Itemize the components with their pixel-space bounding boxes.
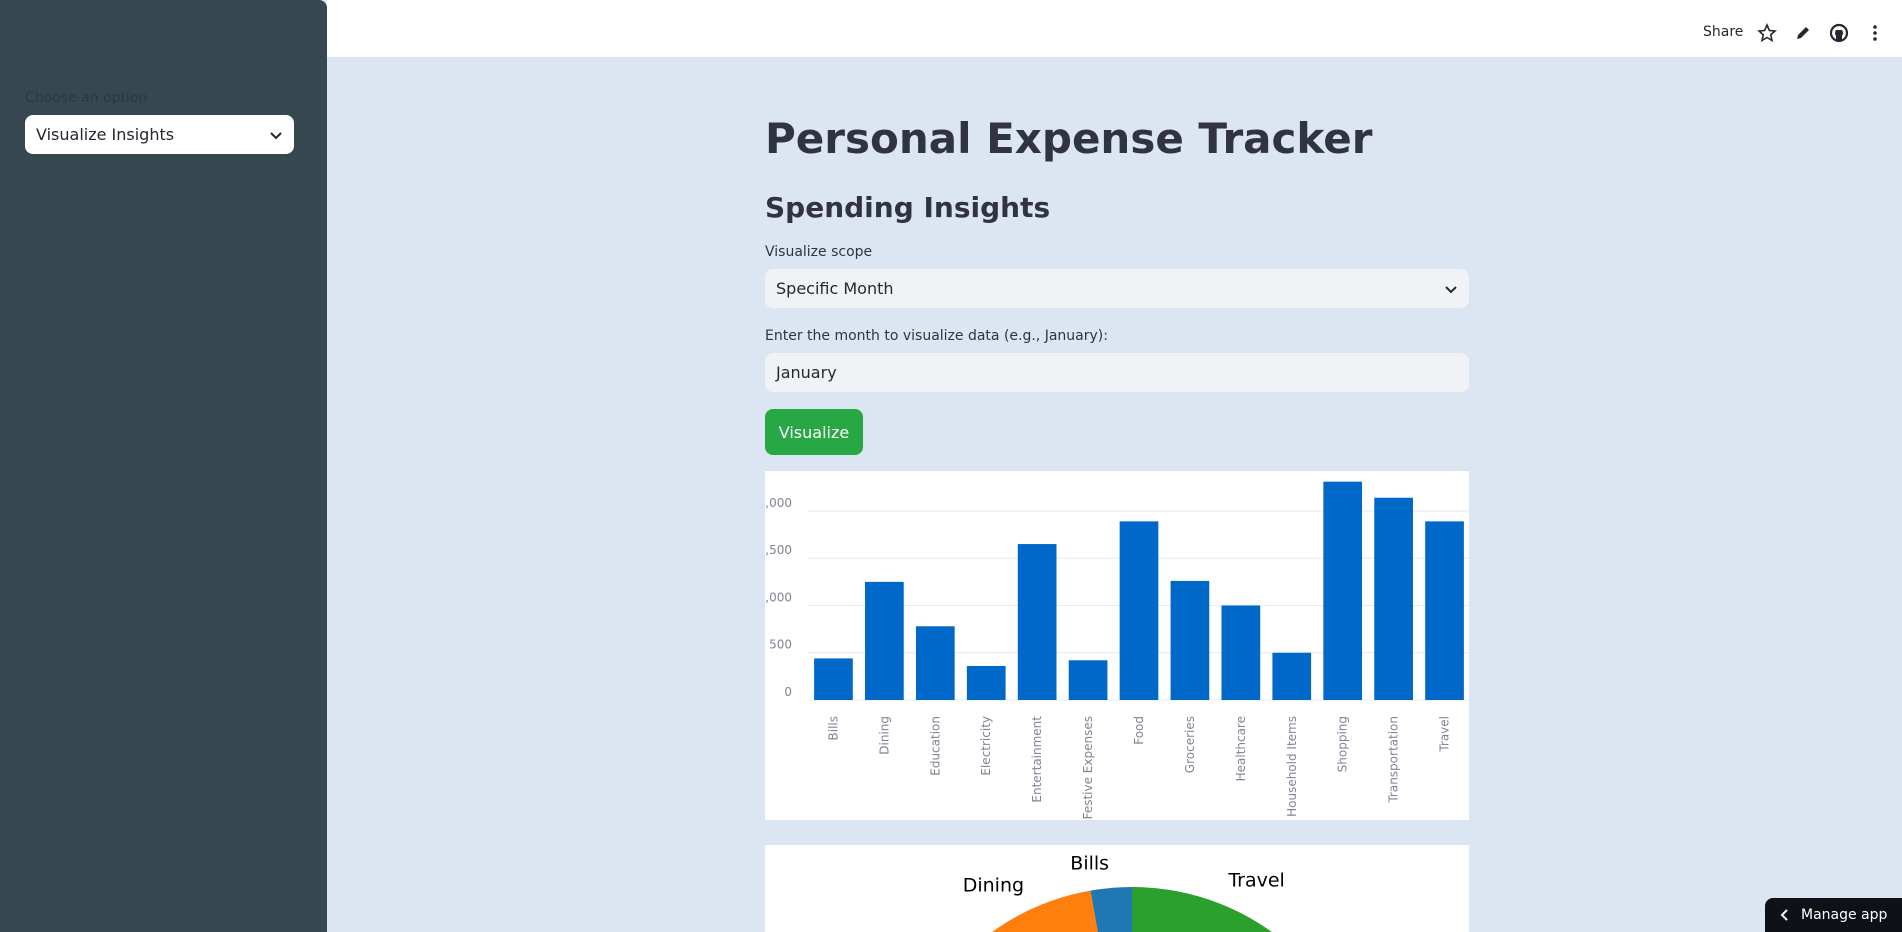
menu-icon[interactable] — [1865, 23, 1885, 43]
x-tick-label: Healthcare — [1234, 716, 1248, 781]
manage-app-button[interactable]: Manage app — [1765, 898, 1902, 932]
x-tick-label: Festive Expenses — [1081, 716, 1095, 819]
y-tick-label: 1,000 — [765, 590, 792, 604]
page-title: Personal Expense Tracker — [765, 114, 1373, 163]
subheader: Spending Insights — [765, 191, 1051, 224]
header: Share — [327, 0, 1902, 57]
pie-slice — [1132, 887, 1272, 932]
sidebar: Choose an option Visualize Insights — [0, 0, 327, 932]
bar — [1323, 481, 1363, 700]
bar — [1170, 580, 1210, 700]
pie-chart: BillsDiningEducationElectricityEntertain… — [765, 845, 1469, 932]
bar — [1068, 660, 1108, 700]
bar — [1425, 521, 1464, 700]
month-value: January — [776, 363, 837, 382]
x-tick-label: Dining — [877, 716, 891, 755]
pie-slice — [1090, 887, 1132, 932]
y-tick-label: 1,500 — [765, 543, 792, 557]
bar — [814, 658, 853, 700]
bar — [1272, 652, 1312, 700]
scope-value: Specific Month — [776, 279, 894, 298]
bar — [966, 665, 1006, 700]
x-tick-label: Bills — [826, 716, 840, 741]
bar — [1119, 521, 1159, 700]
pie-label: Bills — [1070, 852, 1109, 874]
x-tick-label: Entertainment — [1030, 716, 1044, 803]
x-tick-label: Shopping — [1336, 716, 1350, 772]
pie-slice — [992, 890, 1098, 932]
chevron-icon — [1445, 285, 1457, 293]
bar — [1221, 605, 1261, 700]
x-tick-label: Education — [928, 716, 942, 776]
github-icon[interactable] — [1829, 23, 1849, 43]
select-value: Visualize Insights — [36, 125, 175, 144]
scope-select[interactable]: Specific Month — [765, 269, 1469, 308]
scope-label: Visualize scope — [765, 244, 873, 260]
visualize-button[interactable]: Visualize — [765, 409, 863, 455]
chevron-icon — [270, 131, 282, 139]
x-tick-label: Household Items — [1285, 716, 1299, 817]
month-input[interactable]: January — [765, 353, 1469, 392]
month-label: Enter the month to visualize data (e.g.,… — [765, 328, 1108, 344]
x-tick-label: Groceries — [1183, 716, 1197, 773]
star-icon[interactable] — [1757, 23, 1777, 43]
option-select[interactable]: Visualize Insights — [25, 115, 294, 154]
y-tick-label: 2,000 — [765, 496, 792, 510]
pie-label: Dining — [963, 875, 1024, 897]
bar — [1374, 497, 1413, 700]
bar-chart: 0 500 1,000 1,500 2,000 Bills Dining Education E… — [765, 471, 1469, 820]
y-tick-label: 500 — [769, 638, 792, 652]
edit-icon[interactable] — [1793, 23, 1813, 43]
x-tick-label: Transportation — [1387, 716, 1401, 804]
manage-app-label: Manage app — [1801, 907, 1888, 923]
x-tick-label: Food — [1132, 716, 1146, 745]
bar — [1017, 544, 1057, 700]
x-tick-label: Travel — [1438, 716, 1452, 753]
share-button[interactable]: Share — [1703, 24, 1744, 40]
select-label: Choose an option — [25, 90, 148, 106]
pie-label: Travel — [1227, 870, 1284, 892]
x-tick-label: Electricity — [979, 716, 993, 776]
chevron-left-icon — [1780, 909, 1788, 921]
bar — [915, 626, 955, 700]
y-tick-label: 0 — [784, 685, 792, 699]
bar — [865, 581, 904, 700]
